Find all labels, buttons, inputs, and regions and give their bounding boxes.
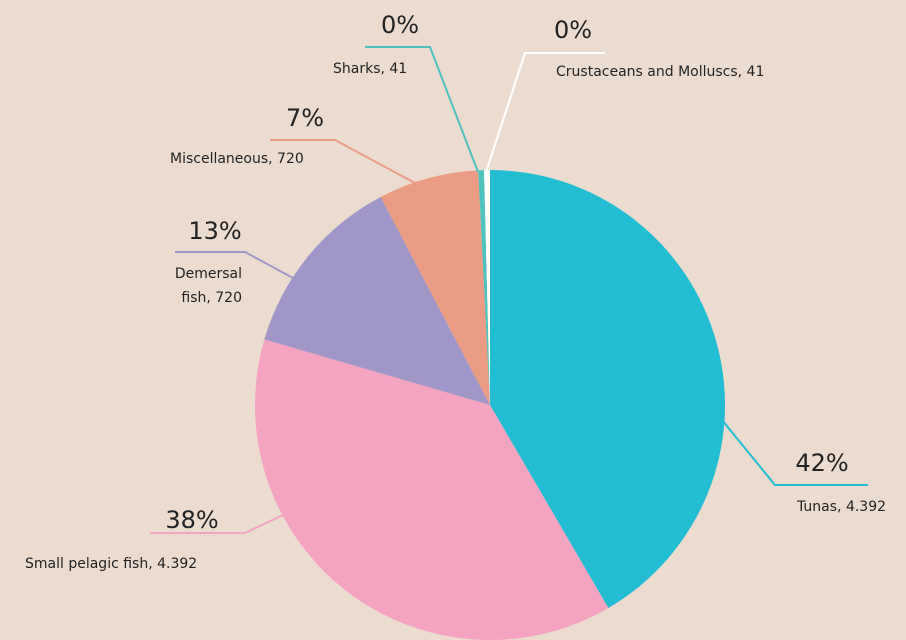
- value-label: 42%: [795, 449, 849, 477]
- pie-slice: [490, 170, 725, 609]
- leader-line: [150, 514, 284, 534]
- pie-slice: [478, 170, 490, 405]
- pie-slice: [255, 339, 609, 640]
- leader-line: [721, 419, 868, 486]
- pie-slice: [484, 170, 490, 405]
- category-label: Small pelagic fish, 4.392: [25, 556, 198, 572]
- category-label: Sharks, 41: [333, 61, 408, 77]
- value-label: 7%: [285, 104, 325, 132]
- value-label: 0%: [553, 16, 593, 44]
- leader-line: [365, 46, 479, 173]
- value-label: 0%: [380, 11, 420, 39]
- category-label: Demersal fish, 720: [174, 266, 242, 306]
- pie-slice: [380, 170, 490, 405]
- value-label: 38%: [165, 506, 219, 534]
- leader-line: [175, 251, 294, 279]
- category-label: Tunas, 4.392: [797, 499, 887, 515]
- leader-line: [485, 52, 605, 173]
- value-label: 13%: [188, 217, 242, 245]
- leader-line: [270, 139, 416, 184]
- category-label: Miscellaneous, 720: [170, 151, 304, 167]
- pie-slice: [264, 196, 490, 405]
- category-label: Crustaceans and Molluscs, 41: [556, 64, 765, 80]
